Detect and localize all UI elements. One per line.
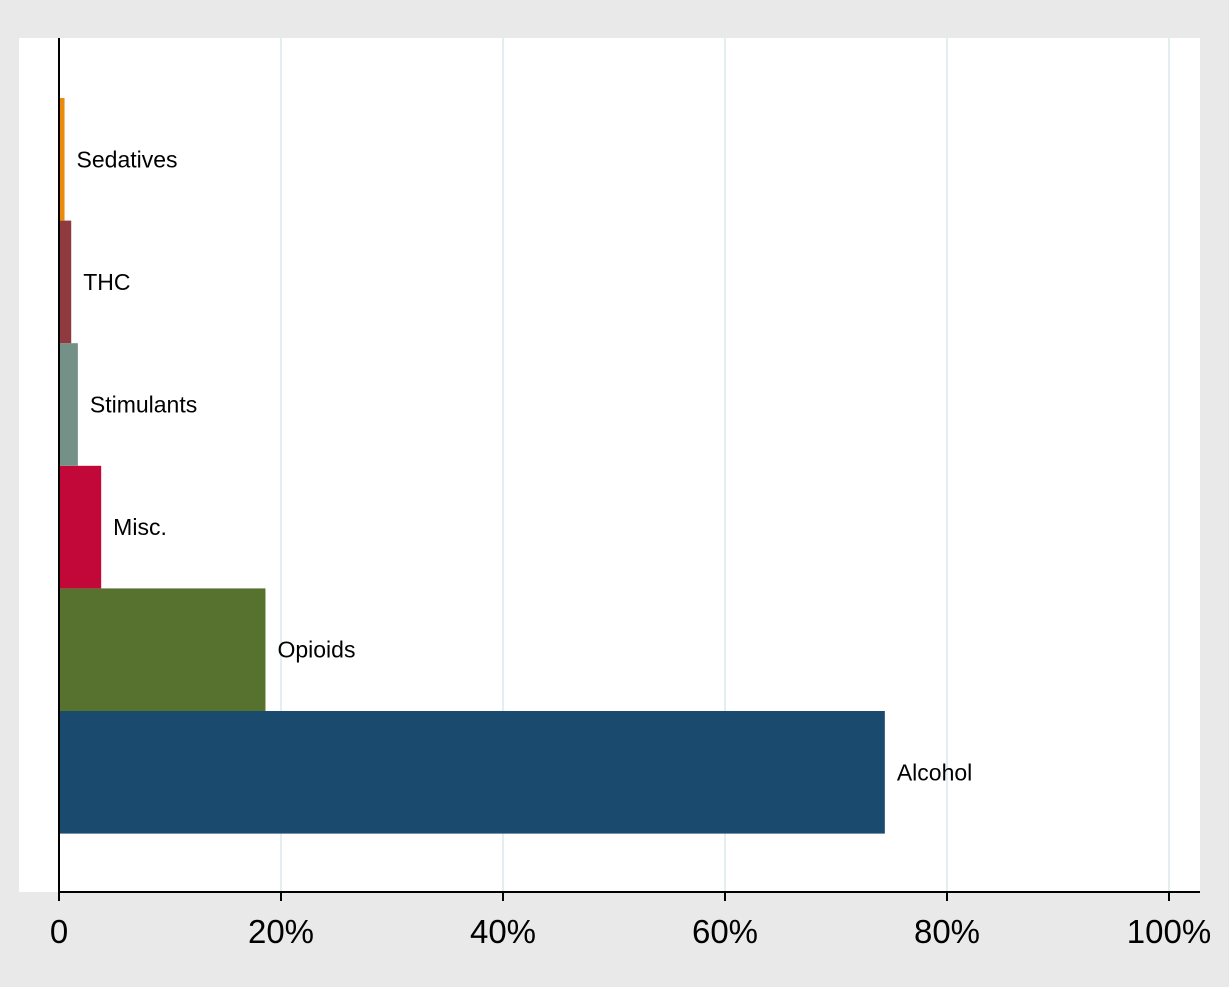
bar-label: Stimulants [90,392,197,418]
bar-misc [59,465,102,589]
bar-stimulants [59,343,78,466]
x-tick-label: 0 [50,913,68,950]
bar-label: Misc. [113,514,167,540]
bars [59,98,885,834]
x-tick-label: 20% [248,913,314,950]
bar-labels: Alcohol Opioids Misc. Stimulants THC Sedative… [77,146,973,785]
bar-label: Sedatives [77,146,178,172]
x-tick-label: 100% [1127,913,1211,950]
x-axis-ticks: 0 20% 40% 60% 80% 100% [50,892,1211,950]
bar-opioids [59,588,266,711]
bar-thc [59,220,72,344]
axes [58,38,1200,893]
x-tick-label: 80% [914,913,980,950]
bar-alcohol [59,711,885,834]
bar-label: THC [83,269,130,295]
x-tick-label: 40% [470,913,536,950]
bar-sedatives [59,98,65,221]
bar-label: Alcohol [897,759,972,785]
x-tick-label: 60% [692,913,758,950]
bar-label: Opioids [277,637,355,663]
